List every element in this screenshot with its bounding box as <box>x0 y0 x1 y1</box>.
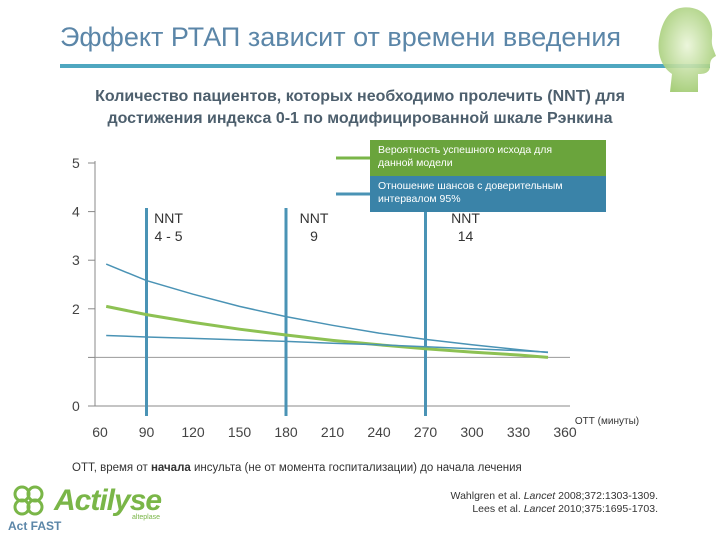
reference-1: Wahlgren et al. Lancet 2008;372:1303-130… <box>451 490 658 503</box>
ref1-journal: Lancet <box>523 490 556 502</box>
series-line-1 <box>105 304 549 359</box>
nnt-marker-value: 14 <box>458 228 474 244</box>
x-tick-label: 180 <box>274 424 298 440</box>
ref2-authors: Lees et al. <box>472 503 524 515</box>
reference-2: Lees et al. Lancet 2010;375:1695-1703. <box>451 503 658 516</box>
x-tick-label: 210 <box>321 424 345 440</box>
y-tick-label: 5 <box>72 155 80 171</box>
nnt-marker-label: NNT <box>154 210 183 226</box>
series-line-2 <box>105 263 549 354</box>
footnote-prefix: ОТТ, время от <box>72 462 151 474</box>
x-tick-label: 150 <box>228 424 252 440</box>
actilyse-logo: Actilyse alteplase Act FAST <box>8 484 162 539</box>
x-tick-label: 90 <box>139 424 155 440</box>
footnote-suffix: инсульта (не от момента госпитализации) … <box>190 462 522 474</box>
ref1-authors: Wahlgren et al. <box>450 490 524 502</box>
nnt-marker-label: NNT <box>451 210 480 226</box>
y-tick-label: 4 <box>72 204 80 220</box>
logo-sub: alteplase <box>132 514 161 521</box>
x-tick-label: 300 <box>460 424 484 440</box>
legend-label-1: Вероятность успешного исхода для данной м… <box>378 144 552 169</box>
ref2-journal: Lancet <box>523 503 556 515</box>
chart-subtitle: Количество пациентов, которых необходимо… <box>45 86 675 130</box>
footnote-bold: начала <box>150 462 191 474</box>
x-tick-label: 240 <box>367 424 391 440</box>
x-tick-label: 60 <box>92 424 108 440</box>
y-tick-label: 0 <box>72 398 80 414</box>
title-underline <box>60 64 710 68</box>
logo-tagline: Act FAST <box>8 519 62 533</box>
x-axis-label: ОТТ (минуты) <box>575 416 639 427</box>
head-icon <box>658 7 716 92</box>
subtitle-line-2: достижения индекса 0-1 по модифицированн… <box>107 110 613 127</box>
y-tick-label: 2 <box>72 301 80 317</box>
x-tick-label: 120 <box>181 424 205 440</box>
x-tick-label: 360 <box>553 424 577 440</box>
footnote: ОТТ, время от начала инсульта (не от мом… <box>72 462 522 474</box>
references: Wahlgren et al. Lancet 2008;372:1303-130… <box>451 490 658 516</box>
nnt-marker-value: 9 <box>310 228 318 244</box>
x-tick-label: 330 <box>507 424 531 440</box>
series-line-3 <box>106 334 549 353</box>
logo-name: Actilyse <box>54 484 162 517</box>
y-tick-label: 3 <box>72 252 80 268</box>
nnt-marker-label: NNT <box>300 210 329 226</box>
page-title: Эффект РТАП зависит от времени введения <box>60 22 622 52</box>
logo-flower-icon <box>13 485 44 516</box>
legend-box-1 <box>370 140 606 176</box>
ref1-citation: 2008;372:1303-1309. <box>555 490 658 502</box>
nnt-marker-value: 4 - 5 <box>154 228 182 244</box>
legend-label-2: Отношение шансов с доверительным интервал… <box>378 180 563 205</box>
subtitle-line-1: Количество пациентов, которых необходимо… <box>95 88 625 105</box>
x-tick-label: 270 <box>414 424 438 440</box>
ref2-citation: 2010;375:1695-1703. <box>555 503 658 515</box>
legend-box-2 <box>370 176 606 212</box>
